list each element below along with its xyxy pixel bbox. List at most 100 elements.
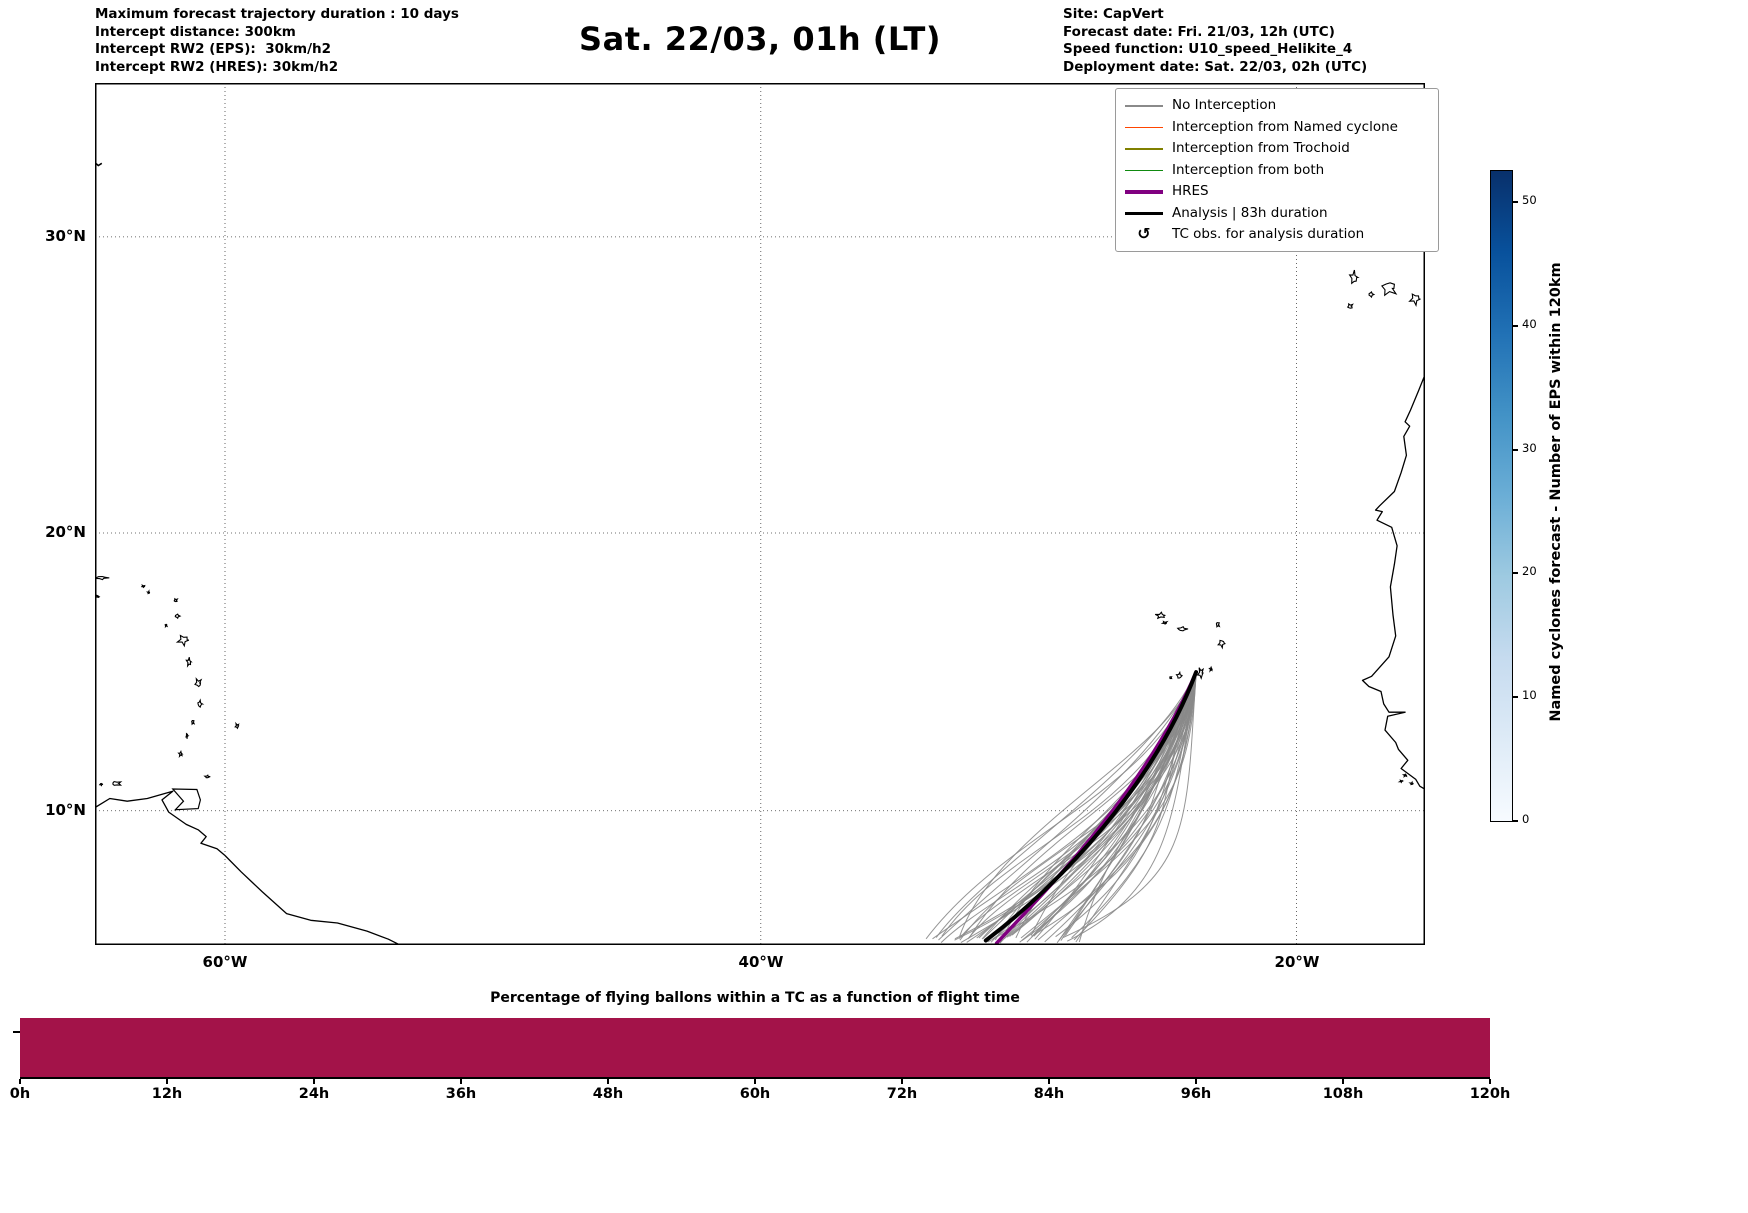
coastline-trinidad bbox=[171, 788, 202, 811]
lon-tick-label: 40°W bbox=[738, 953, 784, 971]
colorbar-tick-label: 10 bbox=[1522, 688, 1537, 702]
colorbar-tick-label: 20 bbox=[1522, 564, 1537, 578]
island bbox=[173, 597, 179, 603]
time-tick bbox=[1342, 1079, 1344, 1084]
island bbox=[175, 634, 190, 648]
time-tick bbox=[1489, 1079, 1491, 1084]
hres-track bbox=[994, 670, 1198, 945]
colorbar-tick-label: 40 bbox=[1522, 317, 1537, 331]
legend-label: Analysis | 83h duration bbox=[1172, 204, 1328, 221]
eps-trajectory bbox=[1030, 671, 1197, 936]
params-block: Maximum forecast trajectory duration : 1… bbox=[95, 6, 459, 76]
legend-item: Interception from both bbox=[1124, 160, 1430, 182]
island bbox=[191, 720, 196, 726]
eps-trajectory bbox=[1071, 672, 1197, 939]
figure-title: Sat. 22/03, 01h (LT) bbox=[579, 20, 941, 58]
time-tick-label: 72h bbox=[886, 1086, 918, 1102]
time-tick bbox=[1195, 1079, 1197, 1084]
eps-trajectory bbox=[959, 671, 1197, 937]
colorbar-tick-label: 50 bbox=[1522, 193, 1537, 207]
time-tick bbox=[607, 1079, 609, 1084]
eps-trajectory bbox=[1075, 672, 1197, 943]
island bbox=[1381, 282, 1398, 297]
analysis-track bbox=[983, 670, 1199, 943]
time-tick-label: 108h bbox=[1322, 1086, 1364, 1102]
info-line: Deployment date: Sat. 22/03, 02h (UTC) bbox=[1063, 58, 1368, 75]
island bbox=[177, 749, 184, 758]
info-line: Site: CapVert bbox=[1063, 6, 1164, 22]
coastline-africa bbox=[1361, 372, 1425, 790]
legend-line-sample bbox=[1124, 161, 1164, 172]
map-legend: No Interception Interception from Named c… bbox=[1115, 88, 1439, 252]
bottom-chart-title: Percentage of flying ballons within a TC… bbox=[490, 990, 1020, 1006]
time-tick-label: 120h bbox=[1469, 1086, 1511, 1102]
trajectory-map bbox=[95, 83, 1425, 945]
time-tick-label: 0h bbox=[9, 1086, 31, 1102]
eps-trajectory bbox=[1019, 671, 1197, 943]
island bbox=[1401, 773, 1408, 778]
legend-line-sample bbox=[1124, 118, 1164, 129]
island bbox=[95, 575, 110, 581]
island bbox=[1408, 293, 1421, 307]
time-tick bbox=[313, 1079, 315, 1084]
island bbox=[146, 589, 151, 595]
time-tick-label: 84h bbox=[1033, 1086, 1065, 1102]
eps-trajectory bbox=[1037, 672, 1197, 941]
island bbox=[197, 698, 205, 708]
legend-item: No Interception bbox=[1124, 95, 1430, 117]
eps-trajectory bbox=[1078, 672, 1197, 943]
eps-trajectory bbox=[1066, 672, 1197, 942]
island bbox=[1160, 620, 1169, 625]
colorbar-tick-label: 30 bbox=[1522, 441, 1537, 455]
percentage-bar bbox=[20, 1018, 1490, 1077]
island bbox=[203, 774, 211, 779]
time-tick-label: 12h bbox=[151, 1086, 183, 1102]
colorbar-tick bbox=[1513, 820, 1518, 822]
legend-item: HRES bbox=[1124, 181, 1430, 203]
lon-tick-label: 20°W bbox=[1274, 953, 1320, 971]
lat-tick-label: 20°N bbox=[45, 523, 86, 541]
legend-label: Interception from both bbox=[1172, 161, 1325, 178]
legend-item: Analysis | 83h duration bbox=[1124, 203, 1430, 225]
legend-label: TC obs. for analysis duration bbox=[1172, 226, 1365, 242]
island bbox=[1176, 625, 1189, 632]
time-tick-label: 24h bbox=[298, 1086, 330, 1102]
island bbox=[1175, 670, 1183, 679]
time-tick bbox=[460, 1079, 462, 1084]
info-line: Forecast date: Fri. 21/03, 12h (UTC) bbox=[1063, 23, 1335, 40]
island bbox=[1348, 269, 1360, 285]
island bbox=[1217, 639, 1226, 650]
colorbar-label: Named cyclones forecast - Number of EPS … bbox=[1548, 262, 1564, 722]
time-tick-label: 48h bbox=[592, 1086, 624, 1102]
balloon-percentage-chart bbox=[20, 1018, 1490, 1079]
legend-label: Interception from Trochoid bbox=[1172, 140, 1350, 156]
island bbox=[1154, 611, 1166, 620]
legend-item: ↺ TC obs. for analysis duration bbox=[1124, 224, 1430, 246]
eps-trajectory bbox=[1062, 672, 1197, 938]
legend-label: Interception from Named cyclone bbox=[1172, 118, 1398, 135]
time-tick-label: 36h bbox=[445, 1086, 477, 1102]
eps-trajectory bbox=[958, 672, 1197, 939]
island bbox=[1196, 667, 1205, 680]
colorbar-tick bbox=[1513, 696, 1518, 698]
colorbar-tick bbox=[1513, 201, 1518, 203]
legend-item: Interception from Trochoid bbox=[1124, 138, 1430, 160]
time-tick-label: 96h bbox=[1180, 1086, 1212, 1102]
eps-trajectory bbox=[987, 672, 1197, 943]
colorbar bbox=[1490, 170, 1513, 822]
param-line: Intercept RW2 (EPS): 30km/h2 bbox=[95, 41, 331, 57]
island bbox=[112, 780, 123, 786]
lat-tick-label: 30°N bbox=[45, 227, 86, 245]
island bbox=[1368, 290, 1376, 299]
colorbar-tick-label: 0 bbox=[1522, 812, 1530, 826]
time-tick bbox=[19, 1079, 21, 1084]
eps-trajectory bbox=[938, 671, 1197, 941]
param-line: Intercept RW2 (HRES): 30km/h2 bbox=[95, 58, 339, 75]
time-tick bbox=[166, 1079, 168, 1084]
legend-line-sample bbox=[1124, 139, 1164, 150]
eps-trajectory bbox=[1026, 672, 1197, 943]
time-tick bbox=[901, 1079, 903, 1084]
island bbox=[1208, 665, 1213, 673]
legend-line-sample bbox=[1124, 204, 1164, 215]
